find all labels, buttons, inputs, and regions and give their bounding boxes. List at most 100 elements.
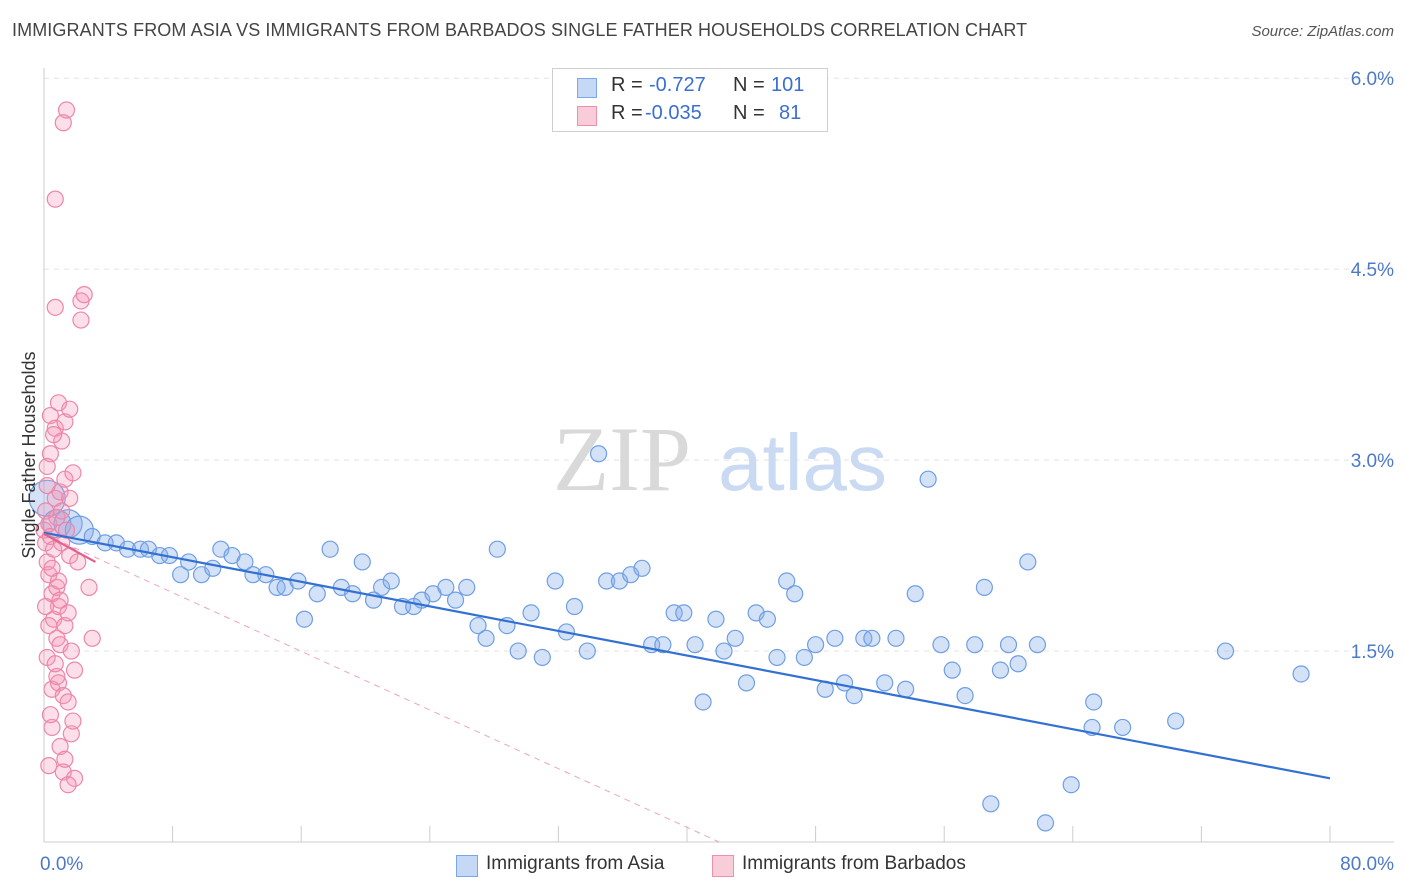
trend-lines: [43, 531, 1331, 780]
y-tick-label: 6.0%: [1351, 69, 1394, 90]
barbados-point: [54, 114, 72, 132]
stats-box: R = -0.727 N = 101 R = -0.035 N = 81: [552, 68, 828, 132]
asia-point: [795, 648, 813, 667]
asia-point: [565, 597, 584, 616]
asia-point: [654, 636, 672, 654]
x-tick-label: 80.0%: [1340, 854, 1394, 875]
legend-swatch-asia: [456, 855, 478, 877]
asia-point: [446, 591, 465, 609]
barbados-point: [41, 445, 60, 463]
asia-point: [1216, 642, 1235, 660]
asia-point: [897, 680, 915, 698]
asia-point: [737, 674, 756, 692]
asia-point: [522, 604, 540, 622]
asia-point: [458, 578, 476, 597]
asia-point: [372, 578, 391, 597]
barbados-point: [83, 629, 101, 647]
gridlines: [44, 77, 1394, 652]
tick-labels: 1.5% 3.0% 4.5% 6.0% 0.0% 80.0%: [40, 69, 1394, 875]
n-label: N =: [733, 74, 765, 96]
asia-point: [1114, 718, 1132, 737]
barbados-point: [69, 553, 87, 571]
asia-point: [887, 629, 905, 647]
asia-point: [758, 610, 776, 628]
asia-point: [598, 572, 616, 590]
asia-point: [665, 604, 683, 622]
asia-point: [633, 559, 651, 577]
legend-label-asia: Immigrants from Asia: [486, 853, 665, 874]
barbados-point: [40, 757, 58, 775]
stats-row-barbados: R = -0.035 N = 81: [553, 101, 827, 129]
barbados-points: [35, 101, 101, 794]
asia-point: [786, 585, 804, 603]
n-value: 81: [779, 102, 802, 124]
barbados-point: [53, 502, 71, 520]
barbados-point: [61, 489, 79, 507]
asia-point: [778, 572, 796, 590]
y-tick-label: 3.0%: [1351, 451, 1394, 472]
barbados-point: [43, 559, 61, 577]
barbados-point: [45, 426, 63, 444]
legend-label-barbados: Immigrants from Barbados: [742, 853, 966, 874]
barbados-point: [65, 769, 84, 787]
asia-point: [589, 445, 608, 463]
barbados-point: [72, 311, 90, 329]
barbados-point: [75, 286, 93, 304]
legend-swatch-barbados: [712, 855, 734, 877]
barbados-trend-extension-line: [43, 533, 720, 843]
barbados-point: [62, 725, 80, 743]
barbados-point: [48, 578, 66, 597]
asia-point: [826, 629, 844, 647]
stats-row-asia: R = -0.727 N = 101: [553, 73, 827, 101]
barbados-point: [56, 616, 74, 635]
barbados-point: [59, 604, 77, 622]
y-tick-label: 4.5%: [1351, 260, 1394, 281]
chart-title: IMMIGRANTS FROM ASIA VS IMMIGRANTS FROM …: [12, 20, 1028, 40]
barbados-point: [49, 597, 68, 616]
asia-point: [477, 629, 495, 647]
barbados-point: [49, 674, 68, 692]
barbados-point: [57, 101, 76, 119]
watermark: ZIP atlas: [553, 408, 887, 510]
asia-point: [204, 559, 222, 577]
barbados-trend-extension: [43, 533, 720, 843]
asia-point: [715, 642, 733, 660]
n-value: 101: [771, 74, 805, 96]
barbados-point: [51, 591, 69, 609]
stats-swatch-asia: [577, 78, 597, 98]
asia-point: [1036, 814, 1055, 832]
asia-point: [1167, 712, 1185, 730]
asia-point: [308, 585, 326, 603]
barbados-point: [46, 190, 64, 208]
asia-point: [675, 604, 693, 622]
asia-points: [28, 445, 1310, 832]
r-label: R =: [611, 74, 643, 96]
asia-point: [876, 674, 894, 692]
barbados-point: [62, 642, 80, 660]
asia-point: [806, 636, 825, 654]
barbados-point: [46, 298, 64, 316]
asia-point: [1062, 776, 1080, 794]
asia-point: [1019, 553, 1037, 571]
asia-point: [991, 661, 1010, 679]
watermark-atlas: atlas: [718, 418, 887, 507]
r-value: -0.727: [649, 74, 706, 96]
asia-point: [353, 553, 371, 571]
barbados-point: [41, 706, 60, 724]
barbados-point: [64, 464, 82, 482]
asia-point: [1085, 693, 1103, 711]
asia-point: [533, 648, 551, 667]
asia-point: [469, 616, 487, 635]
barbados-trend-line: [43, 532, 96, 563]
asia-trend-line: [43, 531, 1331, 780]
asia-point: [863, 629, 881, 647]
asia-point: [966, 636, 984, 654]
asia-point: [509, 642, 527, 660]
asia-point: [488, 540, 506, 558]
barbados-point: [38, 457, 56, 476]
asia-point: [172, 566, 190, 584]
r-value: -0.035: [645, 102, 702, 124]
asia-point: [437, 578, 455, 597]
asia-point: [707, 610, 725, 628]
